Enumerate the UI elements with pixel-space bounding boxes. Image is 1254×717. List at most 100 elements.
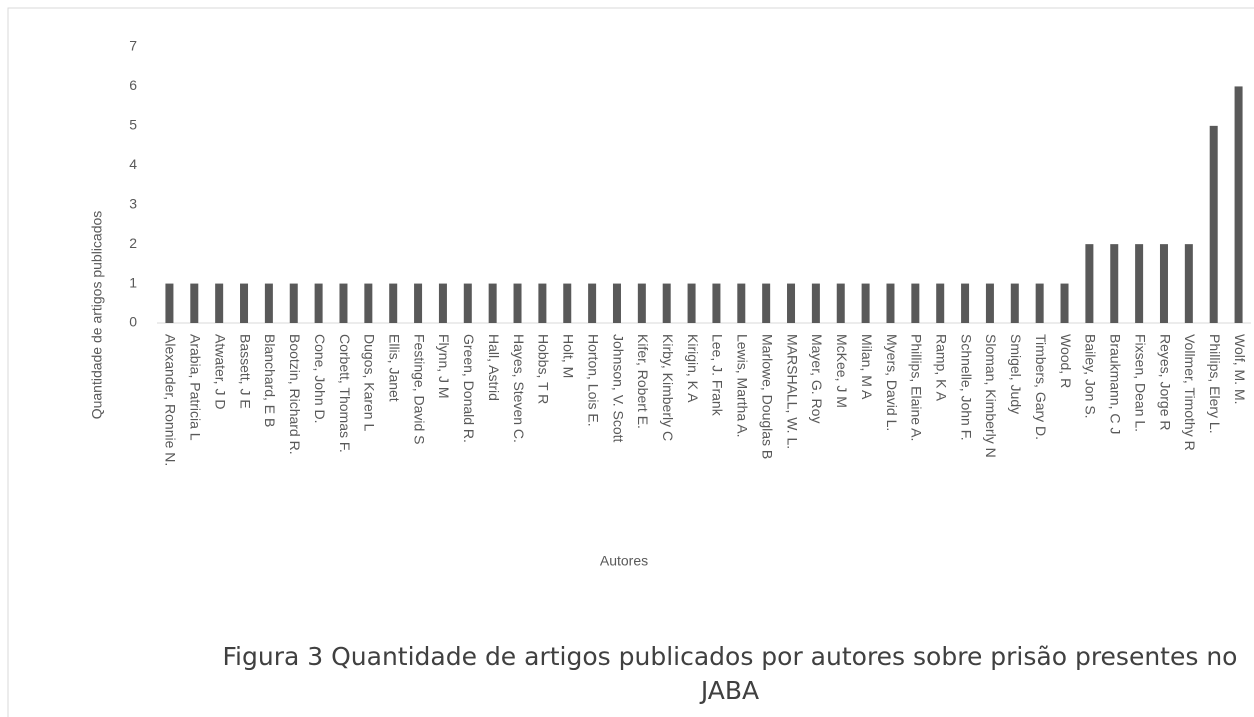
bar <box>712 283 721 323</box>
x-tick-label: Ellis, Janet <box>387 334 403 402</box>
bar <box>612 283 621 323</box>
bar <box>314 283 323 323</box>
x-tick-label: Alexander, Ronnie N. <box>163 334 179 466</box>
x-tick-label: Bootzin, Richard R. <box>287 334 303 455</box>
bar <box>240 283 249 323</box>
bar <box>811 283 820 323</box>
y-tick-label: 7 <box>129 38 137 54</box>
x-tick-label: Lewis, Martha A. <box>735 334 751 438</box>
bar <box>787 283 796 323</box>
bar <box>1159 244 1168 323</box>
x-tick-label: Blanchard, E B <box>262 334 278 427</box>
bar <box>861 283 870 323</box>
bar <box>463 283 472 323</box>
x-axis-title: Autores <box>600 553 648 569</box>
y-tick-label: 3 <box>129 195 137 211</box>
bar <box>414 283 423 323</box>
bar <box>165 283 174 323</box>
bar <box>1060 283 1069 323</box>
x-tick-label: Braukmann, C J <box>1108 334 1124 434</box>
x-tick-label: Lee, J. Frank <box>710 334 726 417</box>
x-tick-label: Atwater, J D <box>212 334 228 409</box>
x-tick-label: Phillips, Elaine A. <box>909 334 925 441</box>
bar <box>364 283 373 323</box>
x-tick-label: Festinge, David S <box>411 334 427 445</box>
bar <box>538 283 547 323</box>
x-tick-label: Myers, David L. <box>884 334 900 431</box>
x-tick-label: Kirby, Kimberly C <box>660 334 676 441</box>
x-tick-label: Reyes, Jorge R <box>1157 334 1173 430</box>
x-tick-label: Phillips, Elery L. <box>1207 334 1223 434</box>
x-tick-label: MARSHALL, W. L. <box>784 334 800 449</box>
x-tick-label: Mayer, G. Roy <box>809 334 825 423</box>
bar <box>389 283 398 323</box>
bar <box>637 283 646 323</box>
x-tick-label: Corbett, Thomas F. <box>337 334 353 453</box>
bar <box>1110 244 1119 323</box>
bar <box>911 283 920 323</box>
y-tick-label: 5 <box>129 117 137 133</box>
bar <box>563 283 572 323</box>
x-tick-label: Vollmer, Timothy R <box>1182 334 1198 451</box>
caption: Figura 3 Quantidade de artigos publicado… <box>222 642 1238 705</box>
x-tick-label: Holt, M <box>561 334 577 378</box>
y-tick-label: 1 <box>129 274 137 290</box>
x-tick-label: Green, Donald R. <box>461 334 477 443</box>
bar <box>886 283 895 323</box>
bar <box>190 283 199 323</box>
x-tick-label: Kifer, Robert E. <box>635 334 651 429</box>
y-axis-title: Quantidade de artigos publicados <box>89 211 105 420</box>
bar <box>215 283 224 323</box>
x-tick-label: Dugos, Karen L <box>362 334 378 431</box>
bar <box>985 283 994 323</box>
x-tick-label: Arabia, Patricia L <box>188 334 204 441</box>
x-tick-label: Wolf, M. M. <box>1232 334 1248 405</box>
bar <box>1209 125 1218 323</box>
x-tick-label: Bailey, Jon S. <box>1083 334 1099 419</box>
x-tick-label: Hobbs, T R <box>536 334 552 404</box>
bar <box>438 283 447 323</box>
bar <box>961 283 970 323</box>
bar <box>762 283 771 323</box>
bar <box>513 283 522 323</box>
x-tick-label: Marlowe, Douglas B <box>759 334 775 459</box>
chart-frame <box>7 7 1254 717</box>
bar <box>264 283 273 323</box>
bar <box>289 283 298 323</box>
bar <box>836 283 845 323</box>
x-tick-label: Cone, John D. <box>312 334 328 424</box>
x-tick-label: Timbers, Gary D. <box>1033 334 1049 440</box>
bar <box>588 283 597 323</box>
bar <box>936 283 945 323</box>
bar <box>737 283 746 323</box>
x-tick-label: Sloman, Kimberly N <box>983 334 999 458</box>
y-tick-label: 0 <box>129 314 137 330</box>
y-tick-label: 4 <box>129 156 137 172</box>
y-tick-label: 6 <box>129 77 137 93</box>
bar <box>1135 244 1144 323</box>
x-tick-label: Milan, M A <box>859 334 875 400</box>
x-tick-label: Kirigin, K A <box>685 334 701 403</box>
x-tick-label: Hall, Astrid <box>486 334 502 401</box>
bar <box>1010 283 1019 323</box>
bar <box>1085 244 1094 323</box>
x-tick-label: Horton, Lois E. <box>585 334 601 427</box>
x-tick-label: Hayes, Steven C. <box>511 334 527 443</box>
x-tick-label: Flynn, J M <box>436 334 452 399</box>
x-tick-label: Fixsen, Dean L. <box>1132 334 1148 432</box>
x-tick-label: Wood, R <box>1058 334 1074 388</box>
x-tick-label: McKee, J M <box>834 334 850 408</box>
x-tick-label: Johnson, V. Scott <box>610 334 626 443</box>
bar <box>1035 283 1044 323</box>
bar <box>662 283 671 323</box>
x-tick-label: Smigel, Judy <box>1008 334 1024 414</box>
y-tick-label: 2 <box>129 235 137 251</box>
x-tick-label: Schnelle, John F. <box>958 334 974 441</box>
bar <box>687 283 696 323</box>
bar <box>1234 86 1243 323</box>
bar <box>339 283 348 323</box>
bar <box>488 283 497 323</box>
bar <box>1184 244 1193 323</box>
